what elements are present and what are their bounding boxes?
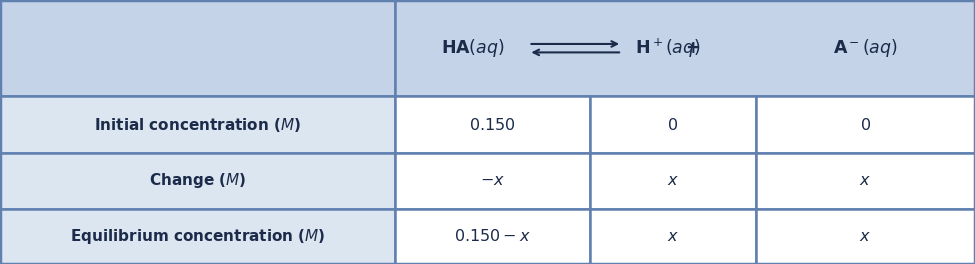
Text: $x$: $x$ [859, 229, 872, 244]
Bar [756, 96, 975, 153]
Text: $\mathbf{HA}$($\mathit{aq}$): $\mathbf{HA}$($\mathit{aq}$) [441, 37, 505, 59]
Bar [590, 96, 756, 153]
Text: $0.150 - x$: $0.150 - x$ [453, 228, 531, 244]
Bar [0, 96, 395, 153]
Bar [590, 209, 756, 264]
Text: $-x$: $-x$ [480, 173, 505, 188]
Text: $0$: $0$ [860, 117, 871, 133]
Text: $x$: $x$ [667, 229, 679, 244]
Bar [0, 0, 395, 96]
Bar [0, 153, 395, 209]
Bar [395, 209, 590, 264]
Bar [0, 209, 395, 264]
Text: $x$: $x$ [859, 173, 872, 188]
Bar [395, 0, 975, 96]
Text: $\mathbf{+}$: $\mathbf{+}$ [685, 39, 700, 57]
Bar [590, 153, 756, 209]
Text: $\mathbf{H}^+$($\mathit{aq}$): $\mathbf{H}^+$($\mathit{aq}$) [635, 36, 701, 60]
Text: $0$: $0$ [667, 117, 679, 133]
Text: $\mathbf{Change\ (}$$\mathit{M}$$\mathbf{)}$: $\mathbf{Change\ (}$$\mathit{M}$$\mathbf… [149, 171, 246, 190]
Bar [756, 209, 975, 264]
Bar [395, 96, 590, 153]
Bar [756, 153, 975, 209]
Text: $x$: $x$ [667, 173, 679, 188]
Text: $\mathbf{A}^-$($\mathit{aq}$): $\mathbf{A}^-$($\mathit{aq}$) [833, 37, 898, 59]
Text: $\mathbf{Initial\ concentration\ (}$$\mathit{M}$$\mathbf{)}$: $\mathbf{Initial\ concentration\ (}$$\ma… [94, 116, 301, 134]
Bar [395, 153, 590, 209]
Text: $0.150$: $0.150$ [469, 117, 516, 133]
Text: $\mathbf{Equilibrium\ concentration\ (}$$\mathit{M}$$\mathbf{)}$: $\mathbf{Equilibrium\ concentration\ (}$… [69, 227, 326, 246]
